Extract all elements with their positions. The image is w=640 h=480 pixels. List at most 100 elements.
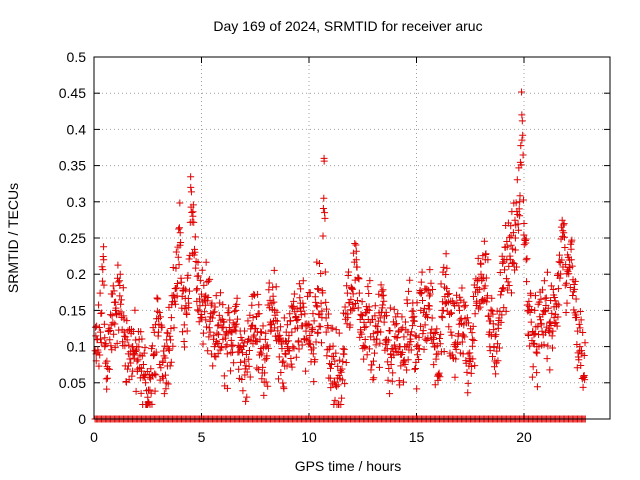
data-point <box>376 363 384 371</box>
data-point <box>350 258 358 266</box>
data-point <box>540 307 548 315</box>
data-point <box>273 317 281 325</box>
plot-frame <box>93 56 611 420</box>
data-point <box>464 389 472 397</box>
y-tick-label: 0.35 <box>59 158 86 174</box>
data-point <box>97 309 105 317</box>
data-point <box>251 291 259 299</box>
data-point <box>549 344 557 352</box>
data-point <box>497 291 505 299</box>
data-point <box>254 366 262 374</box>
axis-ticks: 0 0.05 0.1 0.15 0.2 0.25 0.3 0.35 0.4 0.45 0.5 0 5 10… <box>59 49 610 445</box>
data-point <box>555 251 563 259</box>
data-point <box>200 281 208 289</box>
data-point <box>323 352 331 360</box>
data-point <box>178 292 186 300</box>
data-point <box>315 311 323 319</box>
data-point <box>237 358 245 366</box>
data-point <box>109 282 117 290</box>
data-point <box>577 361 585 369</box>
data-point <box>390 305 398 313</box>
data-point <box>497 287 505 295</box>
data-point <box>98 277 106 285</box>
data-point <box>558 256 566 264</box>
data-point <box>439 307 447 315</box>
data-point <box>230 359 238 367</box>
data-point <box>526 342 534 350</box>
data-point <box>185 255 193 263</box>
data-point <box>230 307 238 315</box>
data-point <box>533 369 541 377</box>
data-point <box>448 351 456 359</box>
data-point <box>343 320 351 328</box>
data-point <box>391 341 399 349</box>
data-point <box>206 328 214 336</box>
data-point <box>468 362 476 370</box>
data-point <box>93 336 101 344</box>
data-point <box>348 285 356 293</box>
data-point <box>153 294 161 302</box>
data-point <box>290 344 298 352</box>
data-point <box>273 308 281 316</box>
data-point <box>300 303 308 311</box>
data-point <box>433 325 441 333</box>
data-point <box>245 355 253 363</box>
data-point <box>165 346 173 354</box>
data-point <box>113 339 121 347</box>
data-point <box>177 238 185 246</box>
data-point <box>411 365 419 373</box>
data-point <box>252 325 260 333</box>
data-point <box>216 289 224 297</box>
data-point <box>209 309 217 317</box>
data-point <box>202 258 210 266</box>
data-point <box>175 224 183 232</box>
data-point <box>203 297 211 305</box>
data-point <box>249 333 257 341</box>
data-point <box>554 285 562 293</box>
data-point <box>114 261 122 269</box>
data-point <box>482 274 490 282</box>
data-point <box>558 216 566 224</box>
data-point <box>167 336 175 344</box>
data-point <box>393 333 401 341</box>
data-point <box>351 240 359 248</box>
data-point <box>152 371 160 379</box>
data-point <box>413 351 421 359</box>
data-point <box>501 266 509 274</box>
data-point <box>454 330 462 338</box>
data-point <box>172 264 180 272</box>
data-point <box>464 379 472 387</box>
data-point <box>566 256 574 264</box>
data-point <box>496 268 504 276</box>
data-point <box>331 396 339 404</box>
data-point <box>179 328 187 336</box>
data-point <box>492 331 500 339</box>
data-point <box>445 323 453 331</box>
data-point <box>97 339 105 347</box>
data-point <box>151 370 159 378</box>
data-point <box>172 248 180 256</box>
data-point <box>264 344 272 352</box>
data-point <box>307 346 315 354</box>
data-point <box>427 329 435 337</box>
data-point <box>239 349 247 357</box>
data-point <box>269 292 277 300</box>
data-point <box>334 381 342 389</box>
data-point <box>303 322 311 330</box>
data-point <box>322 328 330 336</box>
data-point <box>542 294 550 302</box>
data-point <box>107 342 115 350</box>
data-point <box>488 294 496 302</box>
data-point <box>557 270 565 278</box>
data-point <box>306 289 314 297</box>
data-point <box>343 282 351 290</box>
data-point <box>270 266 278 274</box>
data-point <box>326 374 334 382</box>
data-point <box>127 359 135 367</box>
data-point <box>384 336 392 344</box>
data-point <box>387 360 395 368</box>
data-point <box>324 310 332 318</box>
data-point <box>95 324 103 332</box>
data-point <box>408 322 416 330</box>
y-tick-label: 0.5 <box>67 49 87 65</box>
